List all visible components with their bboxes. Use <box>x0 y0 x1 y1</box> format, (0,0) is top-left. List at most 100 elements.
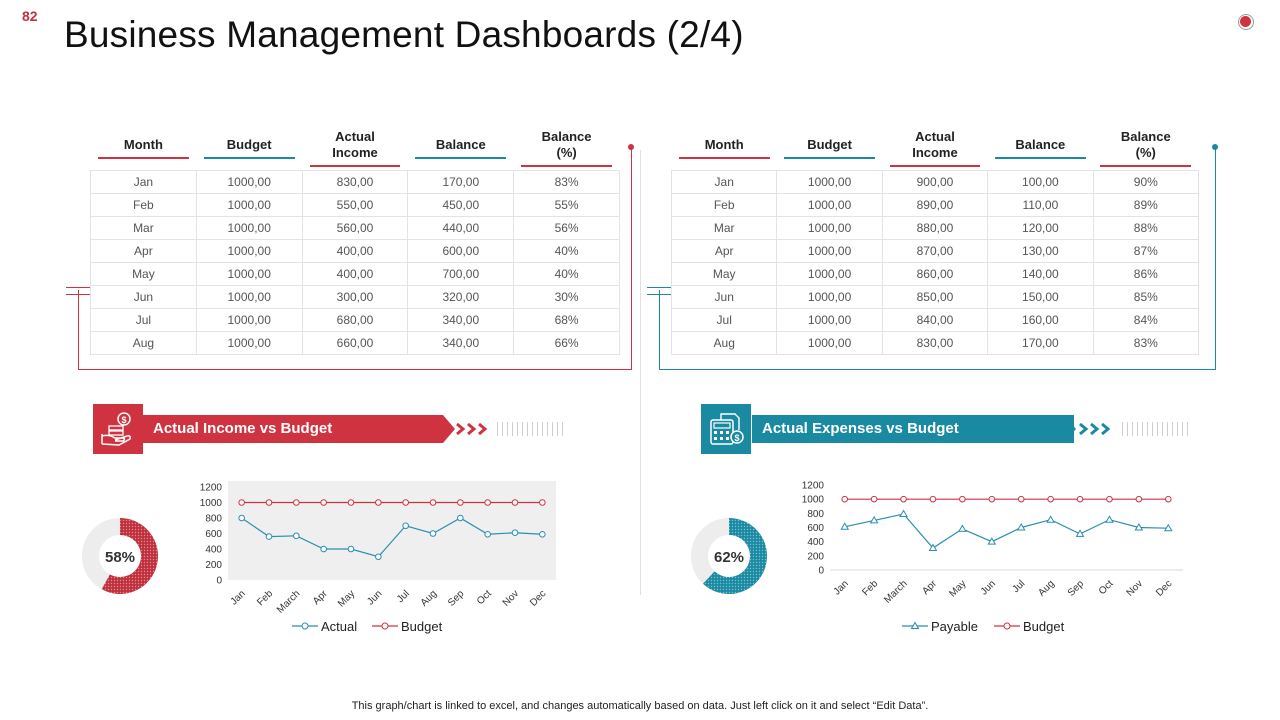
left-table-cell: Aug <box>90 331 197 355</box>
right-table-cell: 1000,00 <box>776 193 883 217</box>
data-point <box>375 553 382 561</box>
right-table-row: Jun 1000,00 850,00 150,00 85% <box>670 285 1200 309</box>
legend-label: Actual <box>321 619 357 634</box>
x-tick-label: Jan <box>229 588 248 607</box>
footer-note: This graph/chart is linked to excel, and… <box>351 700 929 712</box>
income-donut-chart: 58% <box>82 518 158 594</box>
y-tick-label: 800 <box>205 514 222 525</box>
right-table-row: Aug 1000,00 830,00 170,00 83% <box>670 331 1200 355</box>
left-table-cell: 1000,00 <box>195 308 303 332</box>
x-tick-label: Aug <box>419 588 439 608</box>
donut-segment <box>101 518 158 594</box>
data-point <box>899 509 908 518</box>
data-point <box>1134 523 1144 531</box>
left-frame-right <box>631 148 632 370</box>
data-point <box>929 495 937 503</box>
legend-marker <box>381 622 389 630</box>
right-table-cell: Jun <box>670 285 778 309</box>
x-tick-label: Jan <box>832 578 851 597</box>
data-point <box>402 499 409 506</box>
right-table-row: Mar 1000,00 880,00 120,00 88% <box>670 216 1200 240</box>
left-frame-tick1 <box>66 287 90 288</box>
right-table-row: Apr 1000,00 870,00 130,00 87% <box>670 239 1200 263</box>
data-point <box>958 524 967 532</box>
data-point <box>457 514 464 522</box>
x-tick-label: Oct <box>1097 578 1116 597</box>
x-tick-label: Oct <box>475 588 494 607</box>
right-table-cell: 1000,00 <box>776 285 883 309</box>
right-table-cell: 87% <box>1092 239 1200 263</box>
right-frame-tick1 <box>647 287 671 288</box>
left-table-row: May 1000,00 400,00 700,00 40% <box>90 262 620 286</box>
left-table-cell: 1000,00 <box>195 239 303 263</box>
data-point <box>539 530 546 538</box>
center-divider <box>640 150 641 595</box>
data-point <box>429 530 437 537</box>
x-tick-label: Feb <box>255 588 275 608</box>
page-number: 82 <box>22 8 38 24</box>
right-table-cell: May <box>670 262 778 286</box>
legend-label: Payable <box>931 619 978 634</box>
left-table-cell: 83% <box>513 170 620 194</box>
data-point <box>1017 495 1025 503</box>
data-point <box>265 533 273 540</box>
data-point <box>1075 529 1085 537</box>
y-tick-label: 400 <box>205 545 222 556</box>
left-table-cell: 680,00 <box>301 308 409 332</box>
expenses-vs-budget-chart: 0 200 400 600 800 1000 1200 Jan Feb March Apr May Ju… <box>802 479 1183 634</box>
y-tick-label: 0 <box>818 566 824 577</box>
left-header-month: Month <box>91 126 197 171</box>
left-table-cell: 56% <box>513 216 620 240</box>
left-table-cell: 400,00 <box>301 239 409 263</box>
legend-label: Budget <box>401 619 443 634</box>
data-point <box>1076 495 1084 503</box>
left-table-cell: 1000,00 <box>195 193 303 217</box>
svg-text:$: $ <box>121 415 126 425</box>
data-point <box>1016 523 1026 531</box>
left-table-cell: 1000,00 <box>195 262 303 286</box>
y-tick-label: 400 <box>807 537 824 548</box>
y-tick-label: 1200 <box>200 483 223 494</box>
x-tick-label: May <box>947 578 968 599</box>
page-title: Business Management Dashboards (2/4) <box>64 14 744 55</box>
left-header-budget: Budget <box>196 126 302 171</box>
right-chevrons-icon <box>1079 422 1111 436</box>
left-table-cell: 1000,00 <box>195 216 303 240</box>
y-tick-label: 1000 <box>802 495 825 506</box>
right-table-cell: Aug <box>670 331 778 355</box>
x-tick-label: Nov <box>501 588 521 608</box>
legend-label: Budget <box>1023 619 1065 634</box>
right-table-cell: 90% <box>1092 170 1200 194</box>
data-point <box>484 530 491 538</box>
left-table-cell: Apr <box>90 239 197 263</box>
money-hand-icon: $ <box>93 404 143 454</box>
y-tick-label: 600 <box>807 523 824 534</box>
left-header-actual-income: Actual Income <box>302 126 408 171</box>
right-table-cell: 1000,00 <box>776 308 883 332</box>
right-table-cell: 88% <box>1092 216 1200 240</box>
svg-text:$: $ <box>734 433 739 443</box>
y-tick-label: 200 <box>807 551 824 562</box>
data-point <box>511 529 519 537</box>
data-point <box>484 499 491 506</box>
right-table-cell: 1000,00 <box>776 216 883 240</box>
left-table-row: Aug 1000,00 660,00 340,00 66% <box>90 331 620 355</box>
legend-marker <box>1003 622 1011 630</box>
income-vs-budget-chart: 0 200 400 600 800 1000 1200 Jan Feb March Apr May Ju… <box>200 481 556 634</box>
left-table-cell: 400,00 <box>301 262 409 286</box>
right-table-cell: 1000,00 <box>776 170 883 194</box>
record-icon <box>1238 14 1254 30</box>
right-table-cell: 130,00 <box>987 239 1094 263</box>
right-table-cell: 1000,00 <box>776 239 883 263</box>
data-point <box>841 495 849 503</box>
right-frame-bottom <box>659 369 1216 370</box>
data-point <box>429 499 437 506</box>
x-tick-label: Sep <box>1066 578 1087 599</box>
left-frame-dot <box>628 144 634 150</box>
right-data-table: Month Budget Actual Income Balance Balan… <box>670 126 1200 355</box>
donut-label: 58% <box>105 549 135 566</box>
right-header-month: Month <box>672 126 777 171</box>
right-table-cell: 170,00 <box>987 331 1094 355</box>
y-tick-label: 1200 <box>802 481 825 492</box>
series-line-payable <box>844 513 1169 549</box>
